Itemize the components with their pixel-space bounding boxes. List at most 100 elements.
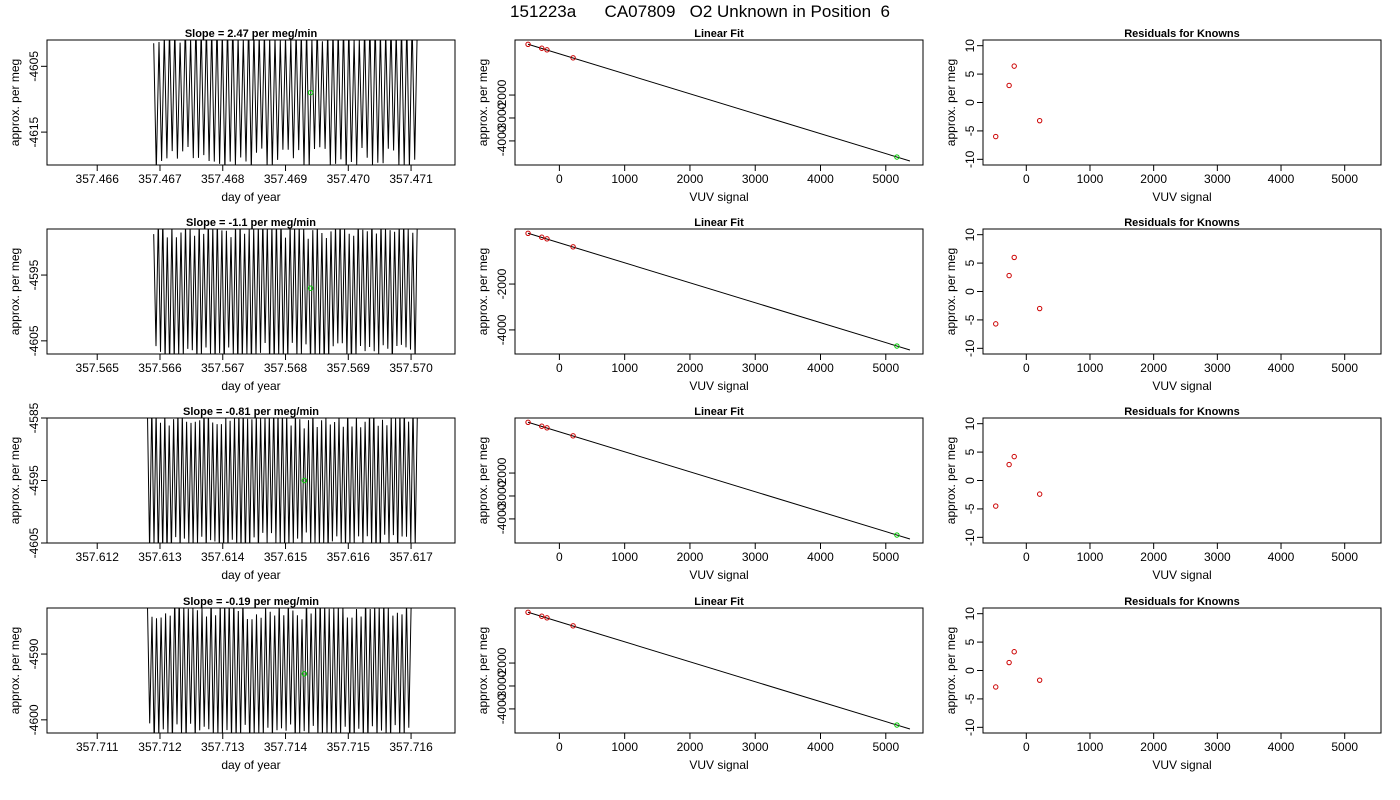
x-tick-label: 2000 bbox=[1140, 172, 1167, 186]
plot-area bbox=[993, 254, 1043, 327]
x-tick-label: 357.612 bbox=[76, 550, 120, 564]
plot-frame bbox=[46, 228, 456, 355]
residual-point bbox=[1006, 461, 1012, 468]
y-tick-label: -4590 bbox=[27, 638, 41, 669]
residual-point bbox=[993, 684, 999, 690]
residual-point bbox=[1036, 491, 1043, 497]
y-tick-label: 0 bbox=[963, 288, 977, 295]
plot-frame bbox=[46, 607, 456, 734]
x-tick-label: 1000 bbox=[611, 550, 638, 564]
known-point bbox=[539, 423, 545, 429]
panel-row2-residuals: Residuals for Knowns 0 1000 2000 3000 4000 500… bbox=[944, 217, 1382, 393]
y-tick-label: -2000 bbox=[495, 647, 509, 678]
panel-row4-fit: Linear Fit 0 1000 2000 3000 4000 5000 -2000-300… bbox=[476, 596, 924, 772]
y-tick-label: -4000 bbox=[495, 693, 509, 724]
plot-area bbox=[153, 229, 418, 354]
y-tick-label: 10 bbox=[963, 607, 977, 621]
trace-line bbox=[153, 40, 418, 165]
x-axis-label: VUV signal bbox=[689, 568, 748, 582]
x-tick-label: 5000 bbox=[872, 172, 899, 186]
unknown-marker bbox=[307, 285, 314, 291]
x-tick-label: 3000 bbox=[1204, 740, 1231, 754]
y-tick-label: 5 bbox=[963, 259, 977, 266]
x-tick-label: 357.615 bbox=[264, 550, 308, 564]
plot-area bbox=[525, 41, 911, 162]
y-tick-label: 5 bbox=[963, 638, 977, 645]
x-tick-label: 357.715 bbox=[327, 740, 371, 754]
x-tick-label: 5000 bbox=[872, 361, 899, 375]
y-tick-label: -3000 bbox=[495, 102, 509, 133]
unknown-point bbox=[894, 532, 900, 538]
residual-point bbox=[1006, 272, 1012, 279]
x-tick-label: 1000 bbox=[1077, 550, 1104, 564]
panel-title: Slope = -1.1 per meg/min bbox=[186, 217, 316, 229]
x-tick-label: 357.711 bbox=[76, 740, 119, 754]
x-tick-label: 4000 bbox=[1268, 740, 1295, 754]
y-tick-label: 10 bbox=[963, 228, 977, 242]
panel-row4-residuals: Residuals for Knowns 0 1000 2000 3000 4000 500… bbox=[944, 596, 1382, 772]
panel-title: Residuals for Knowns bbox=[1124, 217, 1240, 229]
known-point bbox=[525, 230, 531, 236]
x-axis-label: VUV signal bbox=[689, 758, 748, 772]
y-axis-label: approx. per meg bbox=[8, 59, 22, 146]
y-tick-label: -4605 bbox=[27, 527, 41, 558]
y-tick-label: 0 bbox=[963, 667, 977, 674]
panel-row1-trace: Slope = 2.47 per meg/min 357.466 357.467 35… bbox=[8, 28, 456, 204]
known-point bbox=[525, 41, 531, 47]
y-tick-label: -4605 bbox=[27, 325, 41, 356]
x-tick-label: 357.716 bbox=[389, 740, 433, 754]
fit-line bbox=[527, 611, 911, 730]
panel-title: Slope = 2.47 per meg/min bbox=[185, 28, 318, 40]
known-point bbox=[539, 45, 545, 51]
y-tick-label: -4615 bbox=[27, 116, 41, 147]
x-tick-label: 2000 bbox=[1140, 740, 1167, 754]
plot-area bbox=[993, 649, 1043, 690]
x-tick-label: 4000 bbox=[807, 550, 834, 564]
y-tick-label: -4000 bbox=[495, 125, 509, 156]
known-point bbox=[544, 615, 550, 621]
x-tick-label: 4000 bbox=[1268, 550, 1295, 564]
fit-line bbox=[527, 232, 911, 351]
known-point bbox=[539, 234, 545, 240]
unknown-marker bbox=[301, 671, 308, 677]
y-tick-label: -4000 bbox=[495, 314, 509, 345]
y-axis-label: approx. per meg bbox=[944, 59, 958, 146]
residual-point bbox=[993, 503, 999, 509]
y-tick-label: -3000 bbox=[495, 480, 509, 511]
x-tick-label: 0 bbox=[556, 172, 563, 186]
x-axis-label: VUV signal bbox=[689, 379, 748, 393]
panel-grid: Slope = 2.47 per meg/min 357.466 357.467 35… bbox=[8, 28, 1382, 772]
x-tick-label: 357.713 bbox=[201, 740, 245, 754]
x-tick-label: 357.468 bbox=[201, 172, 245, 186]
x-tick-label: 357.617 bbox=[389, 550, 433, 564]
unknown-point bbox=[894, 154, 900, 160]
known-point bbox=[570, 55, 576, 61]
x-tick-label: 0 bbox=[1023, 740, 1030, 754]
x-tick-label: 0 bbox=[556, 550, 563, 564]
trace-line bbox=[153, 229, 418, 354]
x-tick-label: 3000 bbox=[742, 740, 769, 754]
panel-title: Linear Fit bbox=[694, 28, 744, 40]
unknown-point bbox=[894, 722, 900, 728]
y-tick-label: -3000 bbox=[495, 670, 509, 701]
panel-title: Residuals for Knowns bbox=[1124, 596, 1240, 608]
y-axis-label: approx. per meg bbox=[944, 627, 958, 714]
x-tick-label: 0 bbox=[556, 740, 563, 754]
panel-row3-trace: Slope = -0.81 per meg/min 357.612 357.613 3… bbox=[8, 402, 456, 582]
y-tick-label: -10 bbox=[963, 528, 977, 546]
panel-row3-fit: Linear Fit 0 1000 2000 3000 4000 5000 -2000-300… bbox=[476, 406, 924, 582]
known-point bbox=[525, 419, 531, 425]
plot-area bbox=[147, 608, 412, 733]
plot-area bbox=[525, 419, 911, 540]
plot-area bbox=[147, 418, 418, 543]
x-tick-label: 1000 bbox=[611, 740, 638, 754]
y-tick-label: -4585 bbox=[27, 402, 41, 433]
x-tick-label: 357.570 bbox=[389, 361, 433, 375]
x-tick-label: 5000 bbox=[872, 740, 899, 754]
y-tick-label: 5 bbox=[963, 448, 977, 455]
known-point bbox=[525, 609, 531, 615]
y-tick-label: 5 bbox=[963, 70, 977, 77]
y-tick-label: -10 bbox=[963, 150, 977, 168]
panel-row2-fit: Linear Fit 0 1000 2000 3000 4000 5000 -2000 -400… bbox=[476, 217, 924, 393]
residual-point bbox=[1036, 677, 1043, 683]
